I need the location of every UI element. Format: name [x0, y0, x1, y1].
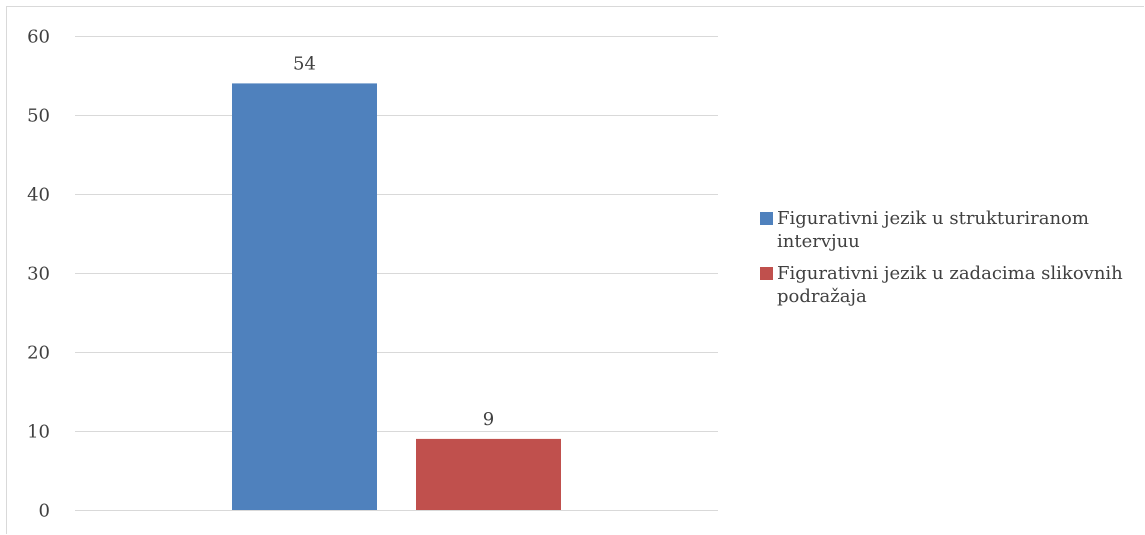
chart-frame [6, 6, 1144, 534]
data-labels: 54 9 [293, 53, 494, 430]
y-tick-label-50: 50 [27, 106, 50, 127]
legend: Figurativni jezik u strukturiranom inter… [760, 207, 1140, 317]
bar-series-2 [416, 438, 561, 510]
gridlines [75, 36, 718, 511]
y-tick-label-30: 30 [27, 264, 50, 285]
legend-item-series-2: Figurativni jezik u zadacima slikovnih p… [760, 262, 1140, 308]
legend-swatch-series-1 [760, 212, 773, 225]
legend-swatch-series-2 [760, 267, 773, 280]
data-label-series-1: 54 [293, 53, 316, 74]
legend-label-series-2: Figurativni jezik u zadacima slikovnih p… [777, 263, 1123, 307]
data-label-series-2: 9 [483, 409, 494, 430]
y-tick-label-10: 10 [27, 422, 50, 443]
legend-item-series-1: Figurativni jezik u strukturiranom inter… [760, 207, 1140, 253]
legend-label-series-1: Figurativni jezik u strukturiranom inter… [777, 208, 1089, 252]
y-tick-label-0: 0 [39, 501, 50, 522]
y-axis-ticks: 0 10 20 30 40 50 60 [27, 27, 50, 522]
bars [232, 83, 561, 511]
bar-series-1 [232, 83, 377, 511]
y-tick-label-40: 40 [27, 185, 50, 206]
y-tick-label-20: 20 [27, 343, 50, 364]
y-tick-label-60: 60 [27, 27, 50, 48]
